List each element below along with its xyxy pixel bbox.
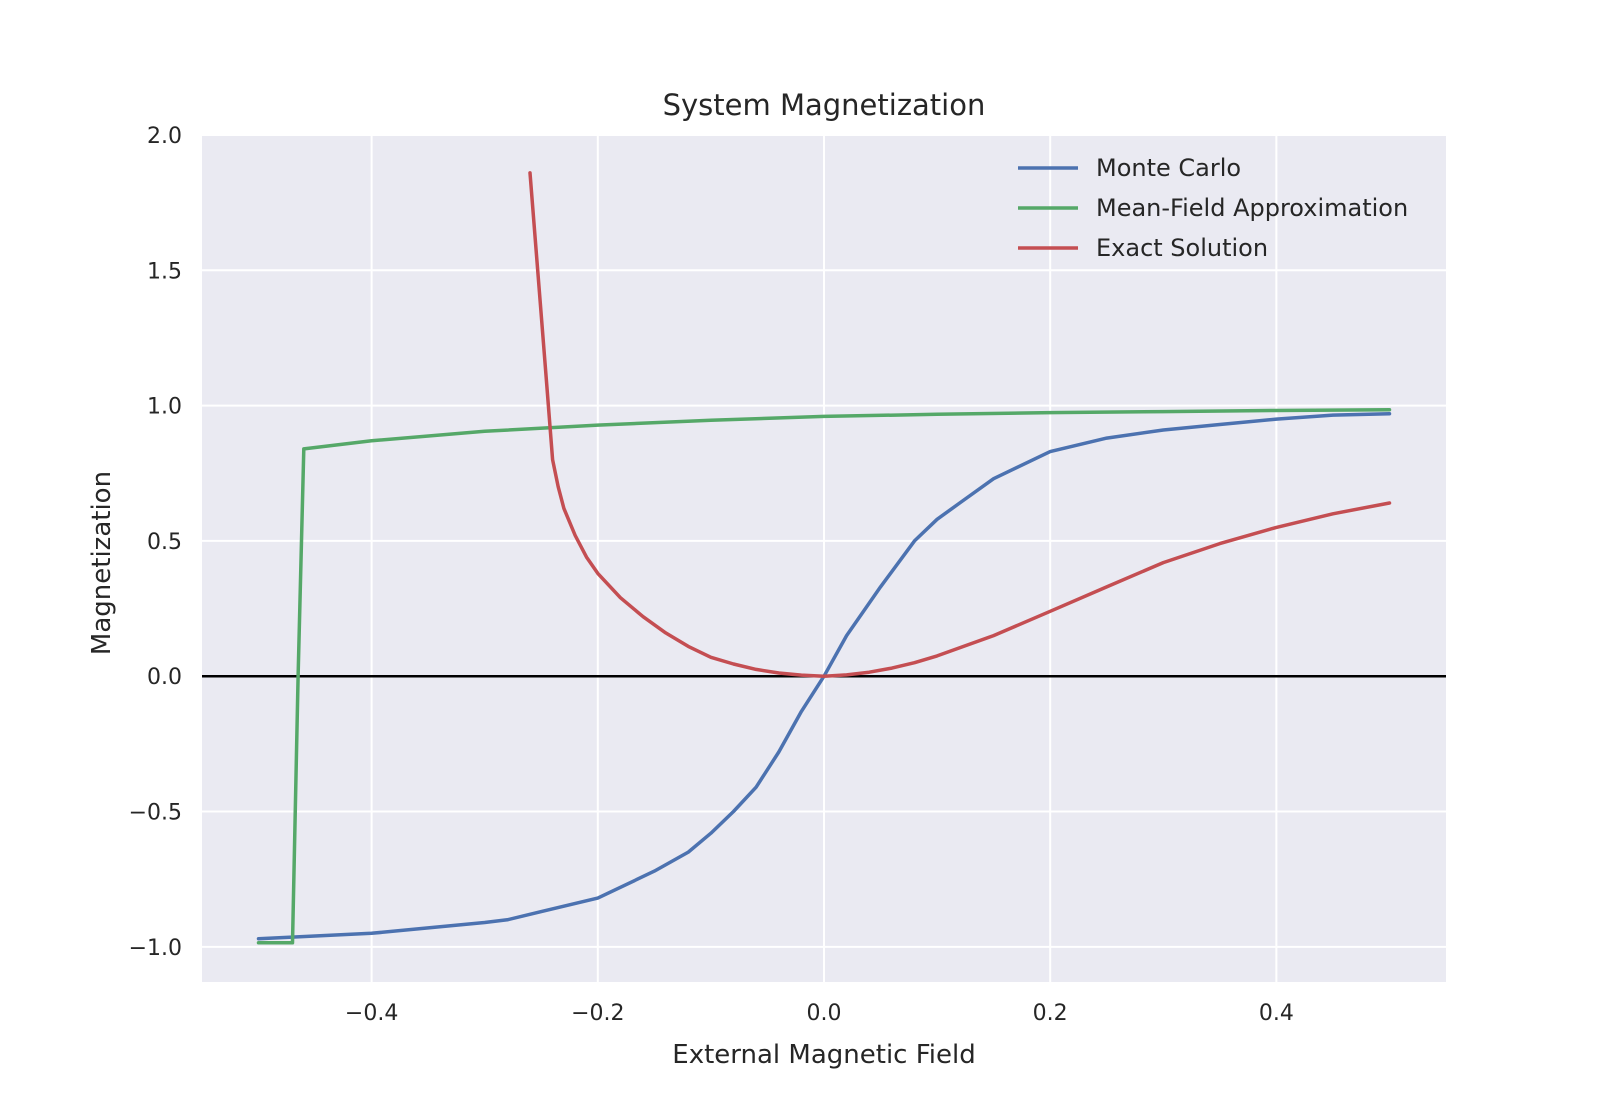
- series-layer: [256, 171, 1392, 945]
- x-tick-label: −0.4: [345, 1001, 398, 1026]
- series-line-monte-carlo: [256, 411, 1392, 941]
- y-tick-label: 1.0: [147, 395, 182, 420]
- tick-labels: −0.4 −0.2 0.0 0.2 0.4 −1.0 −0.5 0.0 0.5 1.0 1.5 2.0: [129, 124, 1294, 1026]
- legend-label-mean-field-approximation: Mean-Field Approximation: [1096, 194, 1408, 222]
- legend-label-exact-solution: Exact Solution: [1096, 234, 1268, 262]
- y-tick-label: 0.0: [147, 665, 182, 690]
- series-line-exact-solution: [528, 171, 1392, 678]
- x-tick-label: −0.2: [571, 1001, 624, 1026]
- x-axis-label: External Magnetic Field: [672, 1040, 975, 1070]
- y-tick-label: −1.0: [129, 936, 182, 961]
- legend: Monte Carlo Mean-Field Approximation Exact…: [1018, 154, 1408, 262]
- y-tick-label: −0.5: [129, 801, 182, 826]
- legend-label-monte-carlo: Monte Carlo: [1096, 154, 1241, 182]
- x-tick-label: 0.0: [807, 1001, 842, 1026]
- y-tick-label: 0.5: [147, 530, 182, 555]
- chart-title: System Magnetization: [663, 88, 986, 122]
- y-tick-label: 1.5: [147, 259, 182, 284]
- y-tick-label: 2.0: [147, 124, 182, 149]
- y-axis-label: Magnetization: [87, 471, 117, 655]
- x-tick-label: 0.2: [1033, 1001, 1068, 1026]
- series-line-mean-field-approximation: [256, 407, 1392, 945]
- x-tick-label: 0.4: [1259, 1001, 1294, 1026]
